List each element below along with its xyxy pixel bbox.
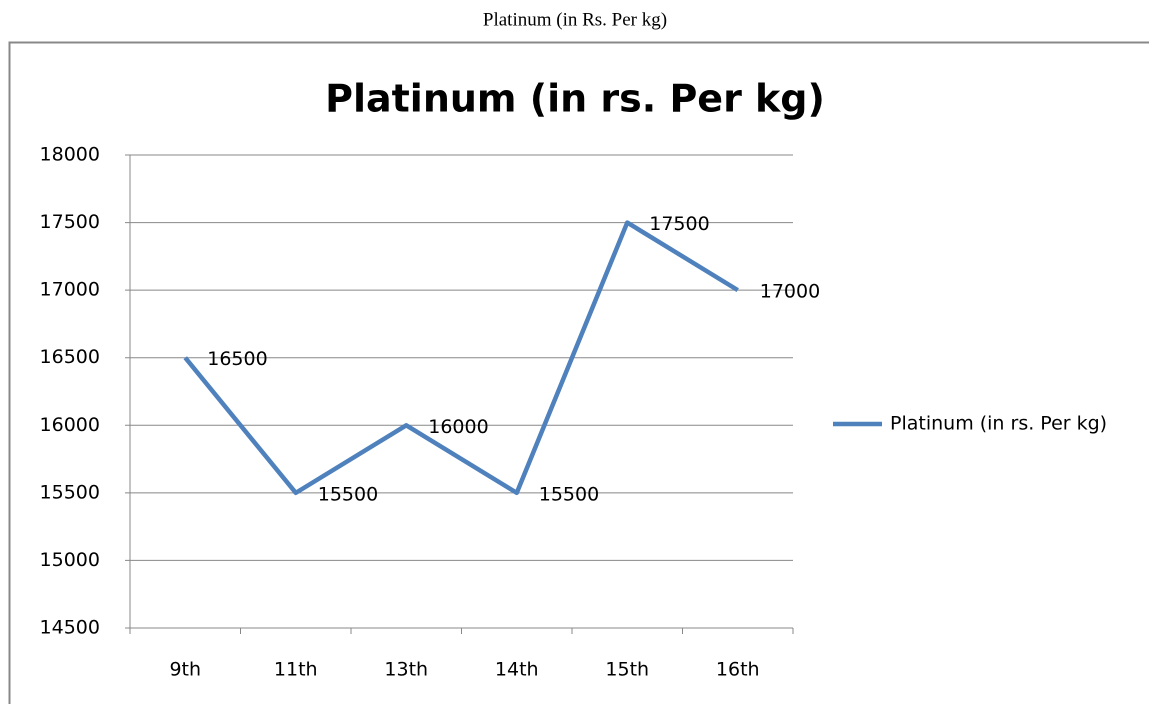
y-tick-label: 17500 <box>40 211 100 233</box>
x-tick-label: 9th <box>169 659 201 681</box>
data-label: 15500 <box>318 483 378 505</box>
x-tick-label: 16th <box>716 659 760 681</box>
data-label: 16000 <box>428 416 488 438</box>
x-tick-label: 14th <box>495 659 539 681</box>
x-tick-label: 11th <box>274 659 318 681</box>
y-tick-label: 17000 <box>40 279 100 301</box>
y-tick-label: 18000 <box>40 144 100 166</box>
y-tick-label: 14500 <box>40 617 100 639</box>
y-tick-label: 16500 <box>40 346 100 368</box>
y-tick-label: 15500 <box>40 481 100 503</box>
y-tick-label: 16000 <box>40 414 100 436</box>
y-tick-label: 15000 <box>40 549 100 571</box>
legend-label: Platinum (in rs. Per kg) <box>890 413 1107 435</box>
chart-frame <box>8 41 1149 704</box>
data-label: 15500 <box>539 483 599 505</box>
data-label: 16500 <box>207 348 267 370</box>
chart-title: Platinum (in rs. Per kg) <box>325 77 825 121</box>
x-tick-label: 13th <box>384 659 428 681</box>
data-label: 17000 <box>760 281 820 303</box>
x-tick-label: 15th <box>605 659 649 681</box>
caption: Platinum (in Rs. Per kg) <box>483 9 667 30</box>
data-label: 17500 <box>649 213 709 235</box>
data-line <box>183 220 739 496</box>
